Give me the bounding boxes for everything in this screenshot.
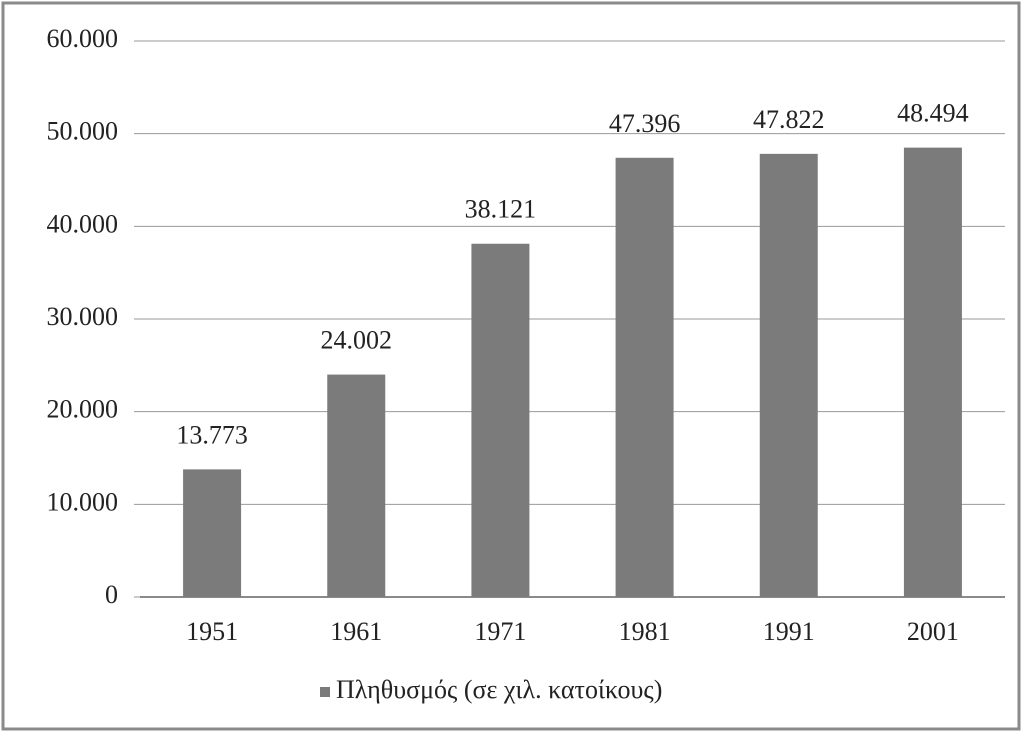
data-label: 48.494 [897,99,969,128]
bar [615,157,674,598]
y-tick-label: 20.000 [47,395,119,424]
y-tick-label: 30.000 [47,302,119,331]
x-tick-label: 2001 [907,617,959,646]
bar [327,374,386,597]
x-tick-label: 1951 [186,617,238,646]
bar [903,147,962,598]
y-tick-label: 50.000 [47,117,119,146]
legend-label: Πληθυσμός (σε χιλ. κατοίκους) [336,675,662,704]
data-label: 47.396 [609,109,681,138]
data-label: 13.773 [176,420,248,449]
x-tick-label: 1961 [330,617,382,646]
y-tick-label: 10.000 [47,487,119,516]
bar [759,153,818,597]
y-tick-label: 40.000 [47,209,119,238]
bar [471,243,530,597]
data-label: 38.121 [465,195,537,224]
x-tick-label: 1971 [474,617,526,646]
bar [183,469,242,597]
x-tick-label: 1981 [619,617,671,646]
data-label: 24.002 [321,326,393,355]
y-tick-label: 60.000 [47,24,119,53]
x-tick-label: 1991 [763,617,815,646]
legend-swatch [320,687,330,697]
y-tick-label: 0 [105,580,118,609]
data-label: 47.822 [753,105,825,134]
